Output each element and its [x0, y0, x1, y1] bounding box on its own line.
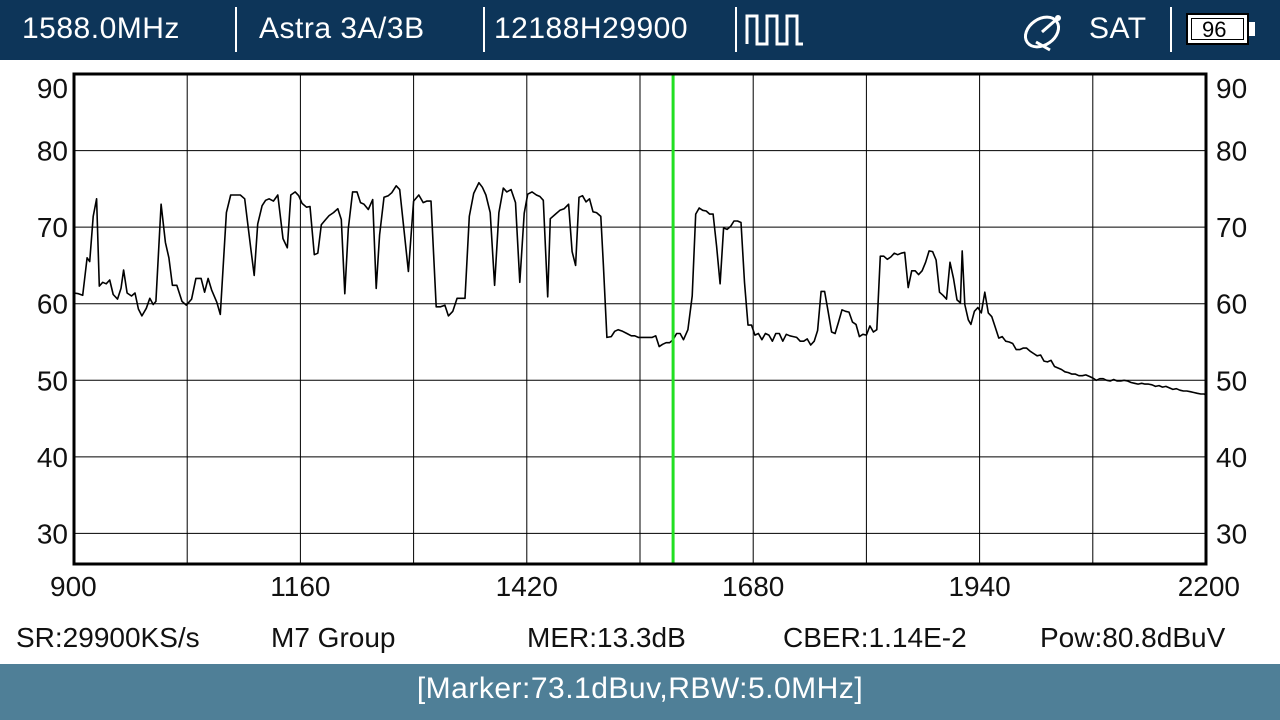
header-divider: [235, 7, 237, 52]
y-tick-label-right: 50: [1216, 365, 1247, 396]
y-axis-right: 90 80 70 60 50 40 30: [1216, 73, 1247, 549]
battery-level: 96: [1191, 18, 1244, 41]
y-tick-label-right: 70: [1216, 212, 1247, 243]
spectrum-chart[interactable]: 90 80 70 60 50 40 30 90 80 70 60 50 40 30 900 1160 142…: [0, 60, 1280, 616]
transponder-readout[interactable]: 12188H29900: [494, 12, 689, 45]
power-readout: Pow:80.8dBuV: [1040, 622, 1226, 653]
y-tick-label-left: 60: [37, 289, 68, 320]
header-divider: [483, 7, 485, 52]
header-divider: [735, 7, 737, 52]
x-axis: 900 1160 1420 1680 1940 2200: [50, 571, 1240, 602]
chart-grid: [74, 74, 1206, 564]
x-tick-label: 2200: [1178, 571, 1240, 602]
x-tick-label: 1420: [496, 571, 558, 602]
battery-indicator: 96: [1186, 13, 1249, 45]
satellite-name[interactable]: Astra 3A/3B: [259, 12, 425, 45]
y-tick-label-left: 90: [37, 73, 68, 104]
y-tick-label-right: 60: [1216, 289, 1247, 320]
marker-info-bar: [Marker:73.1dBuv,RBW:5.0MHz]: [0, 664, 1280, 720]
y-tick-label-left: 50: [37, 365, 68, 396]
y-axis-left: 90 80 70 60 50 40 30: [37, 73, 68, 549]
y-tick-label-left: 80: [37, 136, 68, 167]
frequency-readout[interactable]: 1588.0MHz: [22, 12, 180, 45]
y-tick-label-left: 40: [37, 442, 68, 473]
x-tick-label: 1940: [948, 571, 1010, 602]
cber-readout: CBER:1.14E-2: [783, 622, 967, 653]
y-tick-label-left: 70: [37, 212, 68, 243]
header-bar: 1588.0MHz Astra 3A/3B 12188H29900 SAT 96: [0, 0, 1280, 60]
symbol-rate: SR:29900KS/s: [16, 622, 200, 653]
y-tick-label-left: 30: [37, 518, 68, 549]
mer-readout: MER:13.3dB: [527, 622, 686, 653]
square-wave-icon: [745, 14, 803, 46]
battery-tip: [1249, 22, 1255, 36]
x-tick-label: 1160: [270, 571, 330, 602]
y-tick-label-right: 40: [1216, 442, 1247, 473]
provider-name: M7 Group: [271, 622, 396, 653]
spectrum-trace: [73, 181, 1207, 397]
y-tick-label-right: 30: [1216, 518, 1247, 549]
header-divider: [1170, 7, 1172, 52]
y-tick-label-right: 80: [1216, 136, 1247, 167]
satellite-dish-icon: [1023, 15, 1061, 52]
marker-info: [Marker:73.1dBuv,RBW:5.0MHz]: [416, 672, 864, 705]
x-tick-label: 900: [50, 571, 97, 602]
plot-frame: [72, 72, 1208, 566]
x-tick-label: 1680: [722, 571, 784, 602]
mode-label[interactable]: SAT: [1089, 12, 1147, 45]
y-tick-label-right: 90: [1216, 73, 1247, 104]
status-row: SR:29900KS/s M7 Group MER:13.3dB CBER:1.…: [0, 618, 1280, 658]
